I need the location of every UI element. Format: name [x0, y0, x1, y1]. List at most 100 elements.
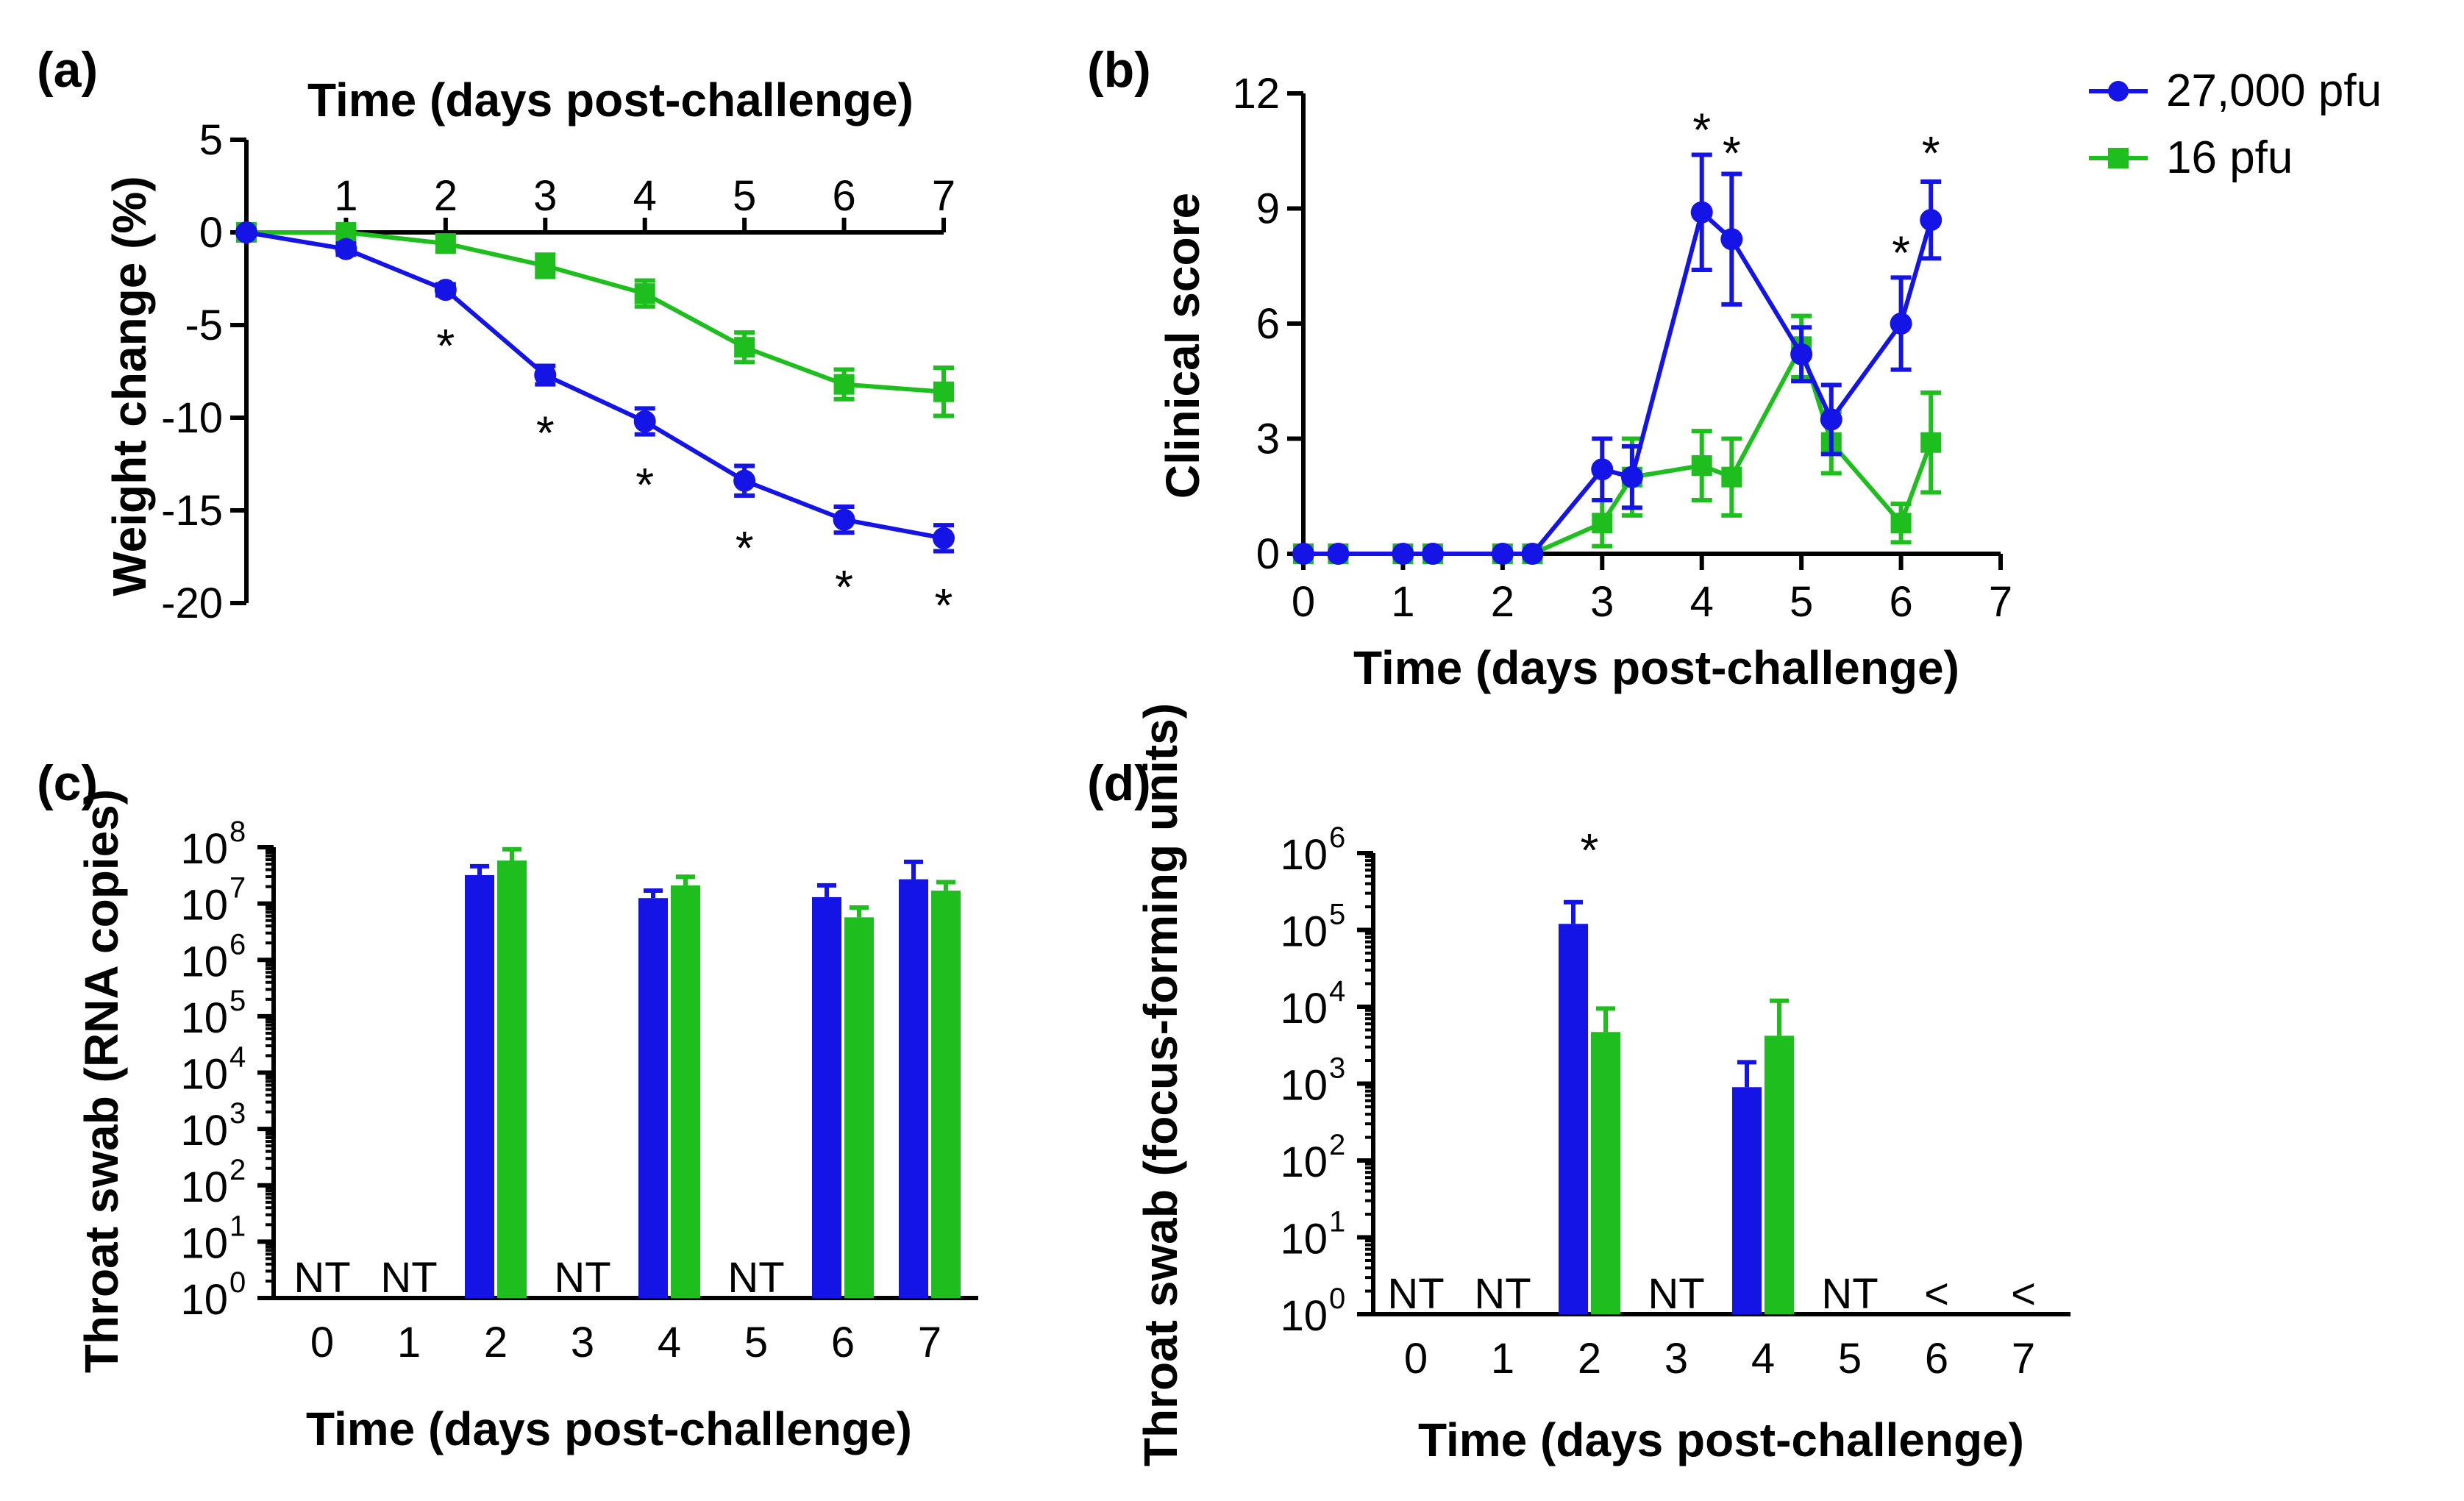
- panel-label-c: (c): [37, 755, 98, 811]
- panel-d-y-tick-exponent: 3: [1329, 1052, 1345, 1085]
- panel-c-x-tick-label: 4: [658, 1319, 681, 1366]
- panel-c-y-tick-label: 10: [180, 1276, 228, 1324]
- panel-b-data-point: [1620, 466, 1643, 488]
- legend-label-low-dose: 16 pfu: [2166, 132, 2293, 183]
- panel-a-xlabel: Time (days post-challenge): [307, 74, 914, 126]
- panel-d-y-tick-label: 10: [1280, 985, 1328, 1033]
- panel-d-x-tick-label: 3: [1664, 1335, 1688, 1383]
- panel-b-x-tick-label: 1: [1391, 578, 1414, 626]
- panel-c-y-tick-label: 10: [180, 825, 228, 873]
- panel-a-data-point: [335, 238, 357, 260]
- panel-b-data-point: [1327, 543, 1350, 565]
- panel-a-y-tick-label: -10: [161, 394, 223, 442]
- panel-d-x-tick-label: 7: [2012, 1335, 2035, 1383]
- panel-b-x-tick-label: 0: [1292, 578, 1315, 626]
- panel-c-x-tick-label: 2: [484, 1319, 508, 1366]
- panel-b-significance-star: *: [1892, 227, 1910, 279]
- panel-a-x-tick-label: 2: [434, 172, 457, 220]
- panel-b-data-point: [1721, 466, 1742, 488]
- legend-marker-circle: [2108, 81, 2129, 101]
- panel-d-y-tick-exponent: 1: [1329, 1206, 1345, 1238]
- panel-b-data-point: [1920, 432, 1942, 453]
- panel-d-y-tick-exponent: 6: [1329, 821, 1345, 854]
- panel-a-data-point: [534, 364, 557, 387]
- panel-c-y-tick-label: 10: [180, 1219, 228, 1267]
- panel-c-category-note: NT: [727, 1254, 784, 1302]
- panel-a-data-point: [733, 469, 756, 492]
- panel-d-x-tick-label: 1: [1491, 1335, 1514, 1383]
- panel-a-data-point: [833, 508, 855, 531]
- panel-c-bar: [497, 860, 527, 1298]
- panel-a-y-tick-label: -15: [161, 487, 223, 535]
- panel-d-y-tick-label: 10: [1280, 1062, 1328, 1110]
- panel-b-chart: Time (days post-challenge) Clinical scor…: [1156, 70, 2012, 694]
- panel-c-y-tick-exponent: 2: [229, 1154, 246, 1186]
- panel-d-category-note: NT: [1474, 1270, 1531, 1318]
- panel-b-x-tick-label: 5: [1790, 578, 1813, 626]
- panel-a-data-point: [435, 233, 456, 254]
- panel-d-category-note: NT: [1648, 1270, 1704, 1318]
- panel-c-bar: [638, 898, 668, 1298]
- panel-b-xlabel: Time (days post-challenge): [1353, 641, 1959, 694]
- panel-a-significance-star: *: [635, 458, 654, 511]
- panel-a-series-line: [246, 230, 944, 541]
- panel-c-y-tick-label: 10: [180, 1107, 228, 1155]
- panel-a-x-tick-label: 1: [334, 172, 357, 220]
- panel-c-x-tick-label: 5: [744, 1319, 768, 1366]
- panel-d-bar: [1765, 1035, 1794, 1314]
- panel-d-y-tick-label: 10: [1280, 1292, 1328, 1340]
- panel-a-x-tick-label: 5: [733, 172, 756, 220]
- panel-d-category-note: NT: [1821, 1270, 1878, 1318]
- panel-d-category-note: <: [2011, 1270, 2036, 1318]
- panel-d-y-tick-exponent: 2: [1329, 1129, 1345, 1161]
- panel-c-y-tick-exponent: 8: [229, 816, 246, 848]
- panel-c-y-tick-label: 10: [180, 882, 228, 930]
- legend-label-high-dose: 27,000 pfu: [2166, 65, 2382, 116]
- panel-d-significance-star: *: [1581, 824, 1599, 877]
- panel-a-ylabel: Weight change (%): [103, 176, 156, 596]
- panel-c-bar: [812, 896, 841, 1298]
- panel-d-y-tick-label: 10: [1280, 908, 1328, 956]
- panel-c-category-note: NT: [554, 1254, 610, 1302]
- panel-a-significance-star: *: [436, 319, 455, 372]
- panel-c-y-tick-label: 10: [180, 1163, 228, 1211]
- panel-a-y-tick-label: 5: [199, 116, 223, 164]
- panel-d-x-tick-label: 0: [1404, 1335, 1428, 1383]
- panel-b-significance-star: *: [1723, 126, 1741, 179]
- panel-b-data-point: [1690, 201, 1713, 224]
- panel-b-data-point: [1720, 228, 1743, 251]
- panel-c-y-tick-exponent: 6: [229, 928, 246, 960]
- panel-d-x-tick-label: 6: [1925, 1335, 1948, 1383]
- panel-d-xlabel: Time (days post-challenge): [1418, 1413, 2024, 1466]
- panel-a-y-tick-label: -5: [185, 302, 223, 349]
- panel-c-y-tick-label: 10: [180, 938, 228, 985]
- panel-c-bar: [671, 885, 700, 1298]
- panel-label-b: (b): [1087, 42, 1151, 98]
- panel-a-data-point: [634, 283, 655, 304]
- panel-a-y-tick-label: 0: [199, 209, 223, 257]
- panel-b-data-point: [1521, 543, 1544, 565]
- panel-a-chart: Time (days post-challenge) Weight change…: [103, 74, 955, 632]
- panel-b-significance-star: *: [1692, 104, 1711, 157]
- panel-c-x-tick-label: 3: [571, 1319, 594, 1366]
- panel-b-data-point: [1392, 543, 1414, 565]
- panel-b-y-tick-label: 3: [1256, 416, 1280, 463]
- panel-a-significance-star: *: [736, 521, 754, 574]
- panel-d-y-tick-label: 10: [1280, 1138, 1328, 1186]
- panel-b-data-point: [1422, 543, 1445, 565]
- panel-d-bar: [1559, 924, 1588, 1314]
- panel-b-x-tick-label: 2: [1491, 578, 1514, 626]
- panel-d-chart: Time (days post-challenge) Throat swab (…: [1134, 703, 2070, 1466]
- panel-b-ylabel: Clinical score: [1156, 193, 1209, 499]
- panel-d-bar: [1732, 1087, 1762, 1314]
- panel-a-x-tick-label: 4: [633, 172, 657, 220]
- panel-a-data-point: [734, 337, 755, 358]
- panel-b-data-point: [1790, 343, 1813, 366]
- panel-c-x-tick-label: 7: [918, 1319, 941, 1366]
- legend: 27,000 pfu 16 pfu: [2089, 65, 2382, 183]
- panel-c-xlabel: Time (days post-challenge): [306, 1402, 912, 1455]
- panel-d-y-tick-exponent: 4: [1329, 975, 1345, 1008]
- panel-a-x-tick-label: 7: [932, 172, 955, 220]
- panel-c-bar: [844, 917, 874, 1298]
- panel-c-y-tick-label: 10: [180, 994, 228, 1042]
